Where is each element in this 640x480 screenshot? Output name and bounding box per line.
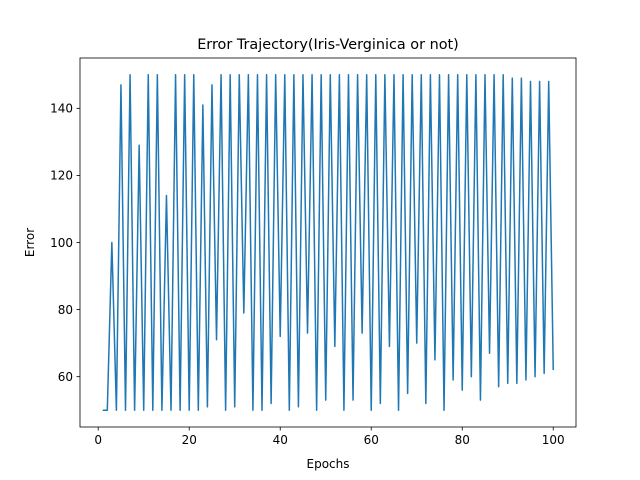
x-tick-label: 80 bbox=[455, 433, 470, 447]
y-tick-label: 60 bbox=[58, 370, 73, 384]
series-layer bbox=[102, 74, 554, 411]
series-line-error bbox=[102, 74, 554, 411]
y-tick-label: 120 bbox=[50, 169, 73, 183]
y-tick-label: 80 bbox=[58, 303, 73, 317]
y-axis-ticks: 60 80 100 120 140 bbox=[50, 102, 80, 384]
x-tick-label: 100 bbox=[542, 433, 565, 447]
plot-area: 0 20 40 60 80 100 60 80 100 120 140 bbox=[50, 57, 577, 447]
x-tick-label: 20 bbox=[182, 433, 197, 447]
y-axis-label: Error bbox=[23, 228, 37, 257]
x-tick-label: 60 bbox=[364, 433, 379, 447]
y-tick-label: 100 bbox=[50, 236, 73, 250]
x-axis-label: Epochs bbox=[307, 457, 350, 471]
chart-title: Error Trajectory(Iris-Verginica or not) bbox=[197, 37, 459, 53]
y-tick-label: 140 bbox=[50, 102, 73, 116]
x-tick-label: 0 bbox=[94, 433, 102, 447]
x-axis-ticks: 0 20 40 60 80 100 bbox=[94, 427, 565, 447]
x-tick-label: 40 bbox=[273, 433, 288, 447]
